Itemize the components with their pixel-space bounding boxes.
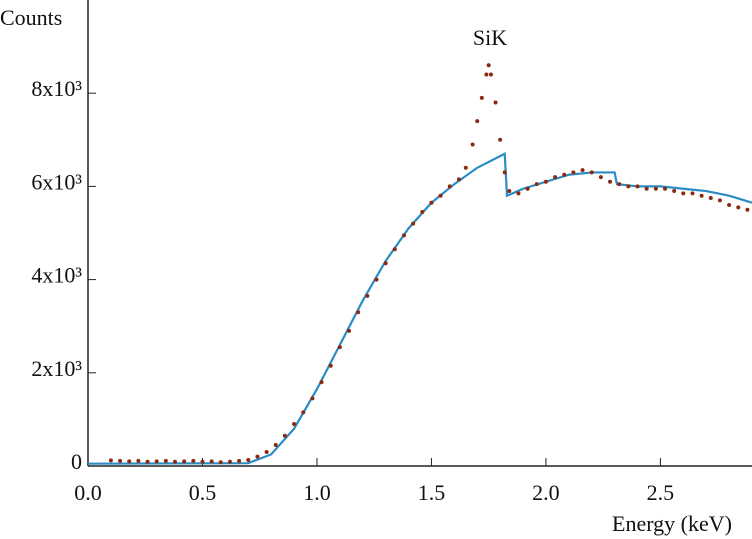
data-point [301, 410, 306, 415]
data-point [493, 100, 498, 105]
data-point [118, 458, 123, 463]
data-point [516, 191, 521, 196]
data-point [191, 458, 196, 463]
data-point [580, 168, 585, 173]
data-point [310, 396, 315, 401]
data-point [383, 261, 388, 266]
data-point [319, 380, 324, 385]
data-point [173, 459, 178, 464]
data-point [498, 137, 503, 142]
data-point [447, 184, 452, 189]
data-point [662, 186, 667, 191]
data-point [154, 459, 159, 464]
data-point [736, 205, 741, 210]
model-line [87, 152, 752, 465]
data-point [635, 184, 640, 189]
data-point [486, 63, 491, 68]
data-point [608, 179, 613, 184]
data-point [617, 182, 622, 187]
data-point [598, 175, 603, 180]
data-point [374, 277, 379, 282]
data-point [626, 184, 631, 189]
x-tick-label: 0.0 [74, 480, 102, 505]
data-point [681, 191, 686, 196]
data-point [282, 433, 287, 438]
data-point [653, 186, 658, 191]
data-point [717, 198, 722, 203]
data-point [246, 457, 251, 462]
y-axis-label: Counts [0, 5, 62, 30]
x-tick-label: 2.5 [647, 480, 675, 505]
data-point [456, 177, 461, 182]
data-point [365, 293, 370, 298]
data-point [145, 459, 150, 464]
data-point [699, 193, 704, 198]
data-point [429, 200, 434, 205]
data-point [562, 172, 567, 177]
data-point [690, 191, 695, 196]
y-tick-label: 6x10³ [31, 169, 82, 194]
data-point [182, 459, 187, 464]
data-point [438, 193, 443, 198]
data-point [411, 221, 416, 226]
data-point [163, 458, 168, 463]
data-point [708, 196, 713, 201]
y-tick-label: 0 [71, 449, 82, 474]
annotation: SiK [473, 25, 507, 50]
x-tick-label: 0.5 [189, 480, 217, 505]
data-point [672, 189, 677, 194]
data-point [237, 458, 242, 463]
x-axis-label: Energy (keV) [612, 511, 732, 536]
data-point [534, 182, 539, 187]
data-point [525, 186, 530, 191]
y-tick-label: 2x10³ [31, 356, 82, 381]
x-tick-label: 1.0 [303, 480, 331, 505]
data-point [401, 233, 406, 238]
y-tick-label: 8x10³ [31, 76, 82, 101]
x-tick-label: 2.0 [532, 480, 560, 505]
data-point [337, 345, 342, 350]
data-point [328, 363, 333, 368]
data-point [108, 458, 113, 463]
x-tick-label: 1.5 [418, 480, 446, 505]
data-point [209, 459, 214, 464]
data-point [127, 459, 132, 464]
data-point [745, 207, 750, 212]
data-point [255, 454, 260, 459]
y-tick-label: 4x10³ [31, 263, 82, 288]
data-point [292, 422, 297, 427]
data-point [543, 179, 548, 184]
data-point [218, 460, 223, 465]
data-point [727, 203, 732, 208]
data-point [502, 170, 507, 175]
data-point [347, 328, 352, 333]
data-point [227, 459, 232, 464]
data-point [479, 95, 484, 100]
data-point [644, 186, 649, 191]
data-point [488, 72, 493, 77]
data-point [484, 72, 489, 77]
data-point [420, 210, 425, 215]
data-point [463, 165, 468, 170]
data-point [475, 119, 480, 124]
data-point [356, 310, 361, 315]
data-point [200, 459, 205, 464]
data-point [136, 458, 141, 463]
data-point [589, 170, 594, 175]
data-point [392, 247, 397, 252]
data-point [571, 170, 576, 175]
data-point [470, 142, 475, 147]
data-point [507, 189, 512, 194]
data-point [264, 450, 269, 455]
data-point [553, 175, 558, 180]
data-point [273, 443, 278, 448]
